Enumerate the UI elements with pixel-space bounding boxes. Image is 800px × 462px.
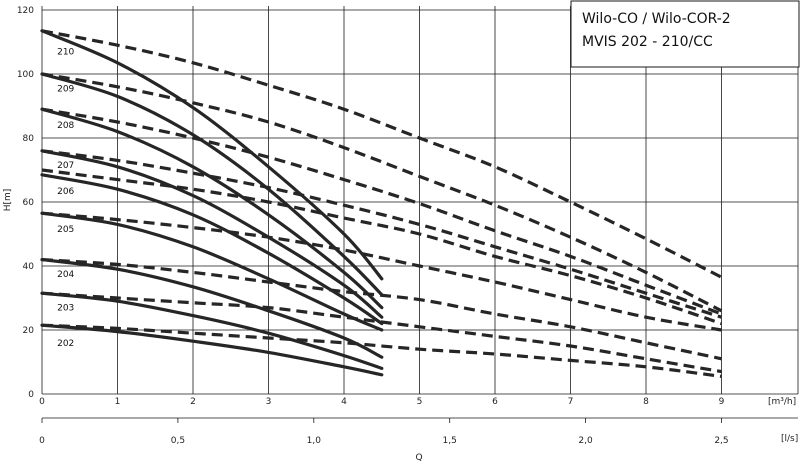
system-curve-210 xyxy=(41,29,723,279)
title-box-frame xyxy=(570,0,800,68)
pump-curve-205 xyxy=(40,211,384,332)
pump-curve-209 xyxy=(40,72,384,297)
chart-title-line-2: MVIS 202 - 210/CC xyxy=(582,34,713,50)
y-tick-label: 60 xyxy=(23,198,35,208)
x2-tick-label: 0,5 xyxy=(171,436,185,446)
pump-curve-207 xyxy=(40,149,384,319)
x-axis-unit-label: [m³/h] xyxy=(768,397,796,407)
x2-tick-label: 2,0 xyxy=(578,436,593,446)
pump-curve-210 xyxy=(40,29,384,281)
y-tick-label: 120 xyxy=(17,6,34,16)
x-tick-label: 2 xyxy=(190,397,196,407)
x2-tick-label: 1,0 xyxy=(307,436,322,446)
series-label-207: 207 xyxy=(57,161,74,171)
x-tick-label: 1 xyxy=(115,397,121,407)
series-label-209: 209 xyxy=(57,84,74,94)
x-tick-label: 7 xyxy=(568,397,574,407)
model-labels: 202 203 204 205 206 207 208 209 210 xyxy=(57,48,74,349)
pump-curve-206 xyxy=(40,173,384,326)
series-label-205: 205 xyxy=(57,225,74,235)
x2-axis-unit-label: [l/s] xyxy=(781,434,798,444)
y-tick-label: 80 xyxy=(23,134,35,144)
x-tick-label: 4 xyxy=(341,397,347,407)
x-tick-label: 3 xyxy=(266,397,272,407)
series-label-203: 203 xyxy=(57,304,74,314)
x-tick-label: 8 xyxy=(643,397,649,407)
system-curve-207 xyxy=(41,149,722,319)
series-label-202: 202 xyxy=(57,339,74,349)
series-label-206: 206 xyxy=(57,187,74,197)
series-label-208: 208 xyxy=(57,121,74,131)
series-label-210: 210 xyxy=(57,48,74,58)
pump-curve-203 xyxy=(40,291,384,370)
x2-tick-label: 2,5 xyxy=(714,436,728,446)
system-curve-205 xyxy=(41,211,722,332)
y-tick-label: 0 xyxy=(28,390,34,400)
y-tick-label: 100 xyxy=(17,70,34,80)
axis-ticks: 0 1 2 3 4 5 6 7 8 9 0 20 40 60 80 100 120 0 0,5 1,0 1,5 2,0 2,… xyxy=(17,6,798,446)
x-tick-label: 0 xyxy=(39,397,45,407)
system-curve-208 xyxy=(41,107,723,316)
y-axis-label: H[m] xyxy=(3,189,13,212)
system-curve-202 xyxy=(41,323,722,378)
pump-curve-208 xyxy=(40,107,384,310)
system-curve-209 xyxy=(41,72,723,313)
x-tick-label: 6 xyxy=(492,397,498,407)
x-tick-label: 9 xyxy=(719,397,725,407)
y-tick-label: 20 xyxy=(23,326,35,336)
pump-curve-202 xyxy=(40,323,384,377)
y-tick-label: 40 xyxy=(23,262,35,272)
x-tick-label: 5 xyxy=(417,397,423,407)
x2-tick-label: 0 xyxy=(39,436,45,446)
chart-title-box: Wilo-CO / Wilo-COR-2 MVIS 202 - 210/CC xyxy=(570,0,800,68)
system-curve-206 xyxy=(41,168,723,326)
chart-title-line-1: Wilo-CO / Wilo-COR-2 xyxy=(582,11,731,27)
pump-curve-204 xyxy=(40,258,384,359)
x2-tick-label: 1,5 xyxy=(443,436,457,446)
pump-curves xyxy=(40,29,384,377)
plot-background xyxy=(42,6,798,394)
x-axis-label: Q xyxy=(415,453,422,462)
series-label-204: 204 xyxy=(57,270,74,280)
